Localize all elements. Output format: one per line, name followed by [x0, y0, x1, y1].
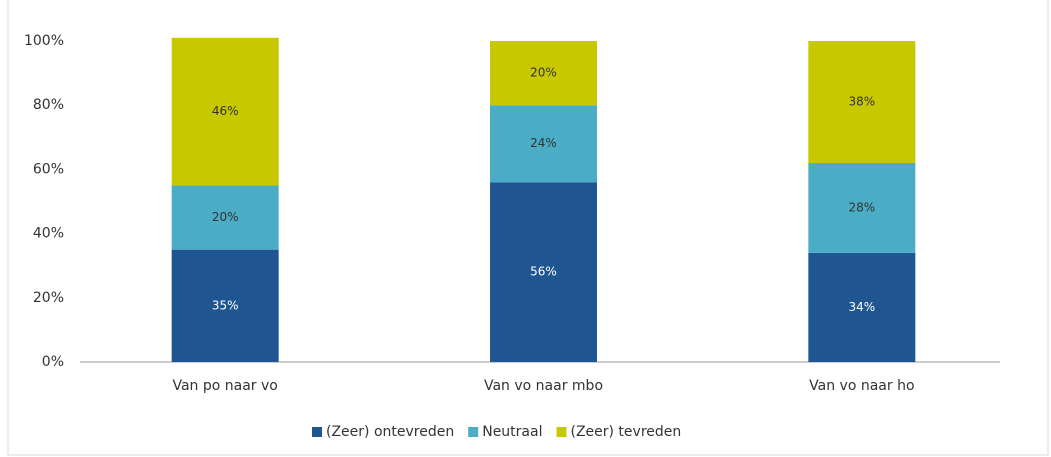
y-tick-label: 80%: [33, 97, 64, 113]
value-label: 20%: [212, 210, 239, 224]
y-tick-label: 60%: [33, 161, 64, 177]
bar-segment: [490, 105, 597, 183]
bar-segment: [808, 252, 916, 362]
x-tick-label: Van vo naar ho: [809, 378, 914, 394]
bar-segment: [490, 182, 597, 362]
chart-frame: [7, 0, 1049, 456]
legend-swatch: [556, 427, 567, 437]
bar-segment: [490, 41, 597, 106]
value-label: 28%: [848, 200, 875, 214]
bar-segment: [171, 37, 279, 186]
y-tick-label: 100%: [24, 33, 64, 49]
bar-segment: [808, 162, 916, 253]
value-label: 20%: [530, 66, 557, 80]
y-tick-label: 0%: [42, 354, 64, 370]
value-label: 46%: [212, 104, 239, 118]
value-label: 35%: [212, 298, 239, 312]
legend-swatch: [468, 427, 479, 437]
legend-swatch: [312, 427, 322, 437]
value-label: 34%: [848, 300, 875, 314]
value-label: 24%: [530, 136, 557, 150]
value-label: 56%: [530, 265, 557, 279]
value-label: 38%: [848, 94, 875, 108]
y-tick-label: 20%: [33, 290, 64, 306]
bar-segment: [171, 249, 279, 362]
x-tick-label: Van vo naar mbo: [484, 378, 603, 394]
bar-segment: [171, 185, 279, 250]
bar-segment: [808, 41, 916, 163]
x-tick-label: Van po naar vo: [172, 378, 277, 394]
legend-label: Neutraal: [482, 424, 542, 440]
y-tick-label: 40%: [33, 226, 64, 242]
legend-label: (Zeer) ontevreden: [326, 424, 454, 440]
legend-label: (Zeer) tevreden: [570, 424, 681, 440]
